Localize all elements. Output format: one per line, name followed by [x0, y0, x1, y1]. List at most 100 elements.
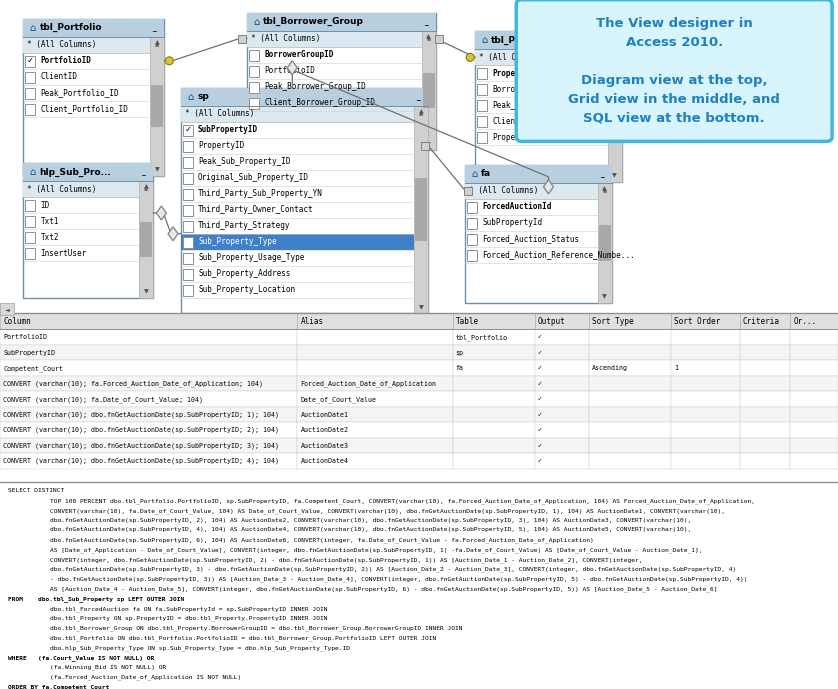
- Text: Criteria: Criteria: [743, 317, 780, 326]
- Bar: [0, 345, 297, 360]
- Text: hlp_Sub_Pro...: hlp_Sub_Pro...: [39, 167, 111, 176]
- Text: dbo.fnGetAuctionDate(sp.SubPropertyID, 3) - dbo.fnGetAuctionDate(sp.SubPropertyI: dbo.fnGetAuctionDate(sp.SubPropertyID, 3…: [50, 566, 737, 573]
- Bar: [183, 269, 193, 280]
- Bar: [422, 30, 436, 150]
- Bar: [671, 345, 740, 360]
- Bar: [249, 98, 259, 109]
- Text: BorrowerGroupI...: BorrowerGroupI...: [492, 85, 571, 94]
- Text: ▼: ▼: [613, 174, 617, 178]
- Text: CONVERT(integer, dbo.fnGetAuctionDate(sp.SubPropertyID, 2) - dbo.fnGetAuctionDat: CONVERT(integer, dbo.fnGetAuctionDate(sp…: [50, 557, 643, 562]
- Text: tbl_Portfolio: tbl_Portfolio: [456, 334, 508, 340]
- Text: ◄: ◄: [5, 307, 9, 312]
- Text: ▲: ▲: [419, 112, 423, 116]
- Bar: [790, 453, 838, 469]
- Text: AuctionDate4: AuctionDate4: [301, 458, 349, 464]
- Bar: [297, 453, 453, 469]
- Text: _: _: [600, 169, 603, 178]
- Text: _: _: [153, 23, 156, 32]
- Text: Txt1: Txt1: [40, 216, 59, 225]
- Bar: [23, 19, 164, 176]
- Bar: [23, 181, 139, 197]
- Bar: [247, 12, 436, 150]
- Bar: [249, 81, 259, 92]
- Text: dbo.fnGetAuctionDate(sp.SubPropertyID, 2), 104) AS AuctionDate2, CONVERT(varchar: dbo.fnGetAuctionDate(sp.SubPropertyID, 2…: [50, 517, 691, 523]
- Bar: [467, 218, 477, 229]
- Text: SubPropertyID: SubPropertyID: [198, 125, 258, 134]
- Bar: [297, 376, 453, 391]
- Text: ⌂: ⌂: [29, 23, 36, 33]
- Bar: [183, 285, 193, 296]
- Bar: [0, 313, 297, 329]
- Bar: [467, 249, 477, 260]
- Text: (fa.Winning_Bid IS NOT NULL) OR: (fa.Winning_Bid IS NOT NULL) OR: [50, 665, 166, 670]
- Text: ▲: ▲: [603, 188, 607, 193]
- Text: ✓: ✓: [538, 396, 541, 402]
- Text: ⌂: ⌂: [481, 35, 488, 45]
- Text: fa: fa: [456, 365, 463, 371]
- Bar: [790, 391, 838, 407]
- Text: * (All Columns): * (All Columns): [28, 41, 97, 50]
- Bar: [453, 391, 535, 407]
- Text: * (All Columns): * (All Columns): [479, 53, 549, 62]
- Text: Peak_Borrower_Group_ID: Peak_Borrower_Group_ID: [264, 82, 366, 91]
- Text: dbo.tbl_ForcedAuction fa ON fa.SubPropertyId = sp.SubPropertyID INNER JOIN: dbo.tbl_ForcedAuction fa ON fa.SubProper…: [50, 606, 328, 612]
- Text: Sort Type: Sort Type: [592, 317, 634, 326]
- Bar: [790, 422, 838, 438]
- Bar: [140, 222, 153, 257]
- Text: ORDER BY fa.Competent_Court: ORDER BY fa.Competent_Court: [8, 684, 109, 689]
- Bar: [475, 32, 622, 182]
- Bar: [0, 0, 838, 313]
- Text: Sort Order: Sort Order: [675, 317, 721, 326]
- Text: Sub_Property_Type: Sub_Property_Type: [198, 237, 277, 246]
- Bar: [535, 376, 589, 391]
- Text: Table: Table: [456, 317, 478, 326]
- Bar: [740, 438, 790, 453]
- Bar: [589, 345, 671, 360]
- Text: ▲: ▲: [144, 187, 148, 192]
- Bar: [790, 360, 838, 376]
- Bar: [0, 422, 297, 438]
- Bar: [608, 96, 621, 136]
- Bar: [790, 376, 838, 391]
- Text: Peak_Property_ID: Peak_Property_ID: [492, 101, 566, 110]
- Bar: [535, 438, 589, 453]
- Text: CONVERT (varchar(10); fa.Date_of_Court_Value; 104): CONVERT (varchar(10); fa.Date_of_Court_V…: [3, 396, 203, 402]
- Bar: [422, 72, 435, 108]
- Bar: [740, 345, 790, 360]
- Text: Txt2: Txt2: [40, 232, 59, 242]
- Text: dbo.tbl_Borrower_Group ON dbo.tbl_Property.BorrowerGroupID = dbo.tbl_Borrower_Gr: dbo.tbl_Borrower_Group ON dbo.tbl_Proper…: [50, 626, 463, 631]
- Bar: [740, 313, 790, 329]
- Bar: [139, 181, 153, 298]
- Text: sp: sp: [456, 350, 463, 356]
- Bar: [25, 88, 35, 99]
- Bar: [589, 422, 671, 438]
- Text: CONVERT (varchar(10); fa.Forced_Auction_Date_of_Application; 104): CONVERT (varchar(10); fa.Forced_Auction_…: [3, 380, 263, 387]
- Bar: [465, 165, 612, 183]
- Bar: [249, 65, 259, 76]
- Text: dbo.hlp_Sub_Property_Type ON sp.Sub_Property_Type = dbo.hlp_Sub_Property_Type.ID: dbo.hlp_Sub_Property_Type ON sp.Sub_Prop…: [50, 645, 350, 650]
- Bar: [23, 37, 150, 53]
- Text: ⌂: ⌂: [471, 169, 478, 178]
- Text: ✓: ✓: [184, 125, 192, 134]
- Bar: [0, 453, 297, 469]
- Text: Output: Output: [538, 317, 566, 326]
- Text: ⌂: ⌂: [29, 167, 36, 177]
- Text: ▲: ▲: [155, 41, 159, 45]
- Text: ▼: ▼: [155, 167, 159, 172]
- Text: ID: ID: [40, 200, 49, 209]
- Text: Ascending: Ascending: [592, 365, 628, 371]
- Text: ✓: ✓: [27, 56, 34, 65]
- Circle shape: [466, 53, 474, 61]
- Text: WHERE   (fa.Court_Value IS NOT NULL) OR: WHERE (fa.Court_Value IS NOT NULL) OR: [8, 655, 154, 661]
- Bar: [740, 422, 790, 438]
- Text: Third_Party_Sub_Property_YN: Third_Party_Sub_Property_YN: [198, 189, 323, 198]
- Bar: [790, 407, 838, 422]
- Bar: [671, 453, 740, 469]
- Bar: [183, 253, 193, 264]
- Text: ▲: ▲: [419, 110, 423, 114]
- Bar: [671, 391, 740, 407]
- Bar: [0, 303, 14, 316]
- Text: Sub_Property_Address: Sub_Property_Address: [198, 269, 291, 278]
- Text: Alias: Alias: [301, 317, 323, 326]
- Circle shape: [165, 56, 173, 65]
